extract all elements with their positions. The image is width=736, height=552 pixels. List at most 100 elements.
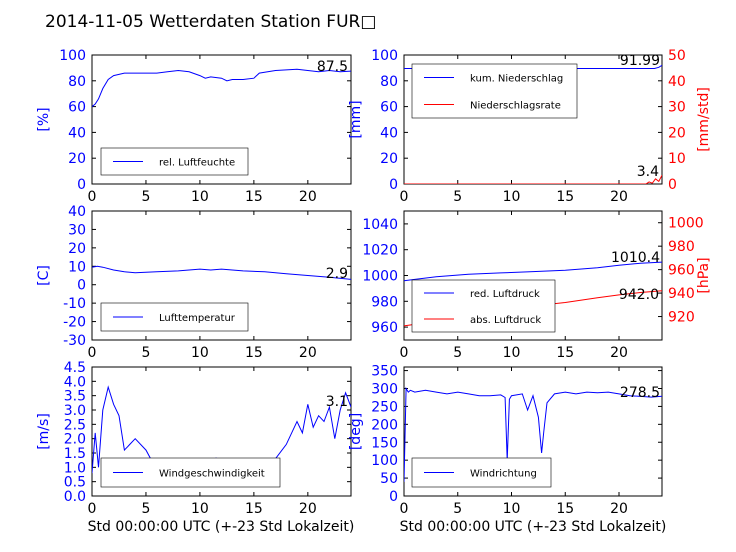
x-tick-label: 0 [88,189,97,205]
series-line-rel-luftfeuchte [92,68,351,107]
x-tick-label: 10 [191,345,209,361]
x-tick-label: 5 [141,501,150,517]
y-tick-label: 100 [59,48,86,64]
x-axis-label-left: Std 00:00:00 UTC (+-23 Std Lokalzeit) [88,519,355,535]
y-tick-label: 20 [68,241,86,257]
x-tick-label: 15 [245,189,263,205]
x-tick-label: 10 [191,501,209,517]
plot-frame [403,366,663,497]
y-tick-label: 0 [77,278,86,294]
chart-precip: 0 5 10 15 20 0 20 40 60 80 100 0 10 20 30 40 50 [mm] [mm/s… [348,48,712,205]
x-tick-label: 0 [400,345,409,361]
y2-tick-label: 0 [668,177,677,193]
legend-label: Windrichtung [470,469,537,480]
x-tick-label: 10 [503,189,521,205]
y-tick-label: 2.5 [64,417,86,433]
x-tick-label: 0 [400,189,409,205]
y-tick-label: 40 [380,125,398,141]
y2-tick-label: 1000 [668,216,704,232]
y-tick-label: 350 [371,364,398,380]
y-tick-label: 1020 [362,243,398,259]
series-line-lufttemperatur [92,265,351,280]
y-tick-label: 4.0 [64,374,86,390]
x-tick-label: 20 [299,501,317,517]
y-tick-label: 2.0 [64,432,86,448]
last-value-label: 91.99 [620,53,660,69]
series-line-red-luftdruck [404,261,662,282]
chart-pressure: 0 5 10 15 20 960 980 1000 1020 1040 920 940 960 980 10… [362,210,712,361]
y2-tick-label: 30 [668,100,686,116]
y-tick-label: 1.0 [64,460,86,476]
y-axis-label: [mm] [348,100,364,138]
x-tick-label: 0 [400,501,409,517]
x-tick-label: 20 [610,345,628,361]
y-tick-label: 1040 [362,217,398,233]
y-tick-label: 960 [371,320,398,336]
x-tick-label: 20 [299,189,317,205]
last-value-label: 942.0 [619,287,659,303]
y-tick-label: 60 [68,100,86,116]
x-axis-label-right: Std 00:00:00 UTC (+-23 Std Lokalzeit) [400,519,667,535]
x-tick-label: 15 [556,189,574,205]
x-tick-label: 0 [88,345,97,361]
y-axis-label: [deg] [348,413,364,450]
y-tick-label: 20 [380,151,398,167]
figure-title: 2014-11-05 Wetterdaten Station FUR□ [45,12,376,32]
y-tick-label: 40 [68,125,86,141]
plot-frame [91,54,352,185]
x-tick-label: 10 [191,189,209,205]
y-tick-label: 250 [371,399,398,415]
y-tick-label: 1000 [362,269,398,285]
y2-tick-label: 10 [668,151,686,167]
y-tick-label: -20 [63,315,86,331]
y-tick-label: 50 [380,471,398,487]
x-tick-label: 5 [453,189,462,205]
y-tick-label: 20 [68,151,86,167]
y-tick-label: 0 [77,177,86,193]
last-value-label: 278.5 [620,385,660,401]
last-value-label: 2.9 [326,266,348,282]
y2-tick-label: 960 [668,263,695,279]
y-axis-label: [m/s] [36,413,52,450]
plot-frame [91,210,352,341]
last-value-label: 3.1 [326,394,348,410]
y2-axis-label: [hPa] [696,257,712,293]
x-tick-label: 5 [453,501,462,517]
legend-box [411,279,556,333]
y2-tick-label: 40 [668,74,686,90]
y2-tick-label: 20 [668,125,686,141]
y-tick-label: -10 [63,296,86,312]
last-value-label: 87.5 [317,59,348,75]
y-tick-label: 0.5 [64,475,86,491]
legend-label: Niederschlagsrate [470,101,561,112]
chart-wind: 0 5 10 15 20 0.00.51.01.52.02.53.03.54.04.5 [m… [36,360,352,517]
x-tick-label: 20 [299,345,317,361]
x-tick-label: 20 [610,501,628,517]
y-tick-label: 980 [371,294,398,310]
y-tick-label: 1.5 [64,446,86,462]
y-axis-label: [%] [36,107,52,131]
y2-tick-label: 920 [668,310,695,326]
x-tick-label: 20 [610,189,628,205]
x-tick-label: 15 [556,501,574,517]
y-tick-label: 30 [68,222,86,238]
legend-label: kum. Niederschlag [470,74,563,85]
x-tick-label: 5 [141,189,150,205]
y-tick-label: 150 [371,435,398,451]
x-tick-label: 15 [245,501,263,517]
legend-label: Lufttemperatur [159,313,236,324]
y-tick-label: 80 [68,74,86,90]
y-tick-label: 60 [380,100,398,116]
y-tick-label: 0 [389,177,398,193]
x-tick-label: 5 [453,345,462,361]
y2-tick-label: 50 [668,48,686,64]
last-value-label: 1010.4 [611,250,660,266]
x-tick-label: 15 [556,345,574,361]
x-tick-label: 10 [503,345,521,361]
y-tick-label: 100 [371,453,398,469]
y-tick-label: 80 [380,74,398,90]
x-tick-label: 15 [245,345,263,361]
y2-tick-label: 980 [668,239,695,255]
series-line-niederschlagsrate [404,174,662,184]
